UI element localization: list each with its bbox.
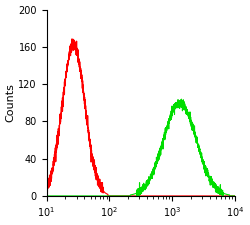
Y-axis label: Counts: Counts [6,83,16,122]
